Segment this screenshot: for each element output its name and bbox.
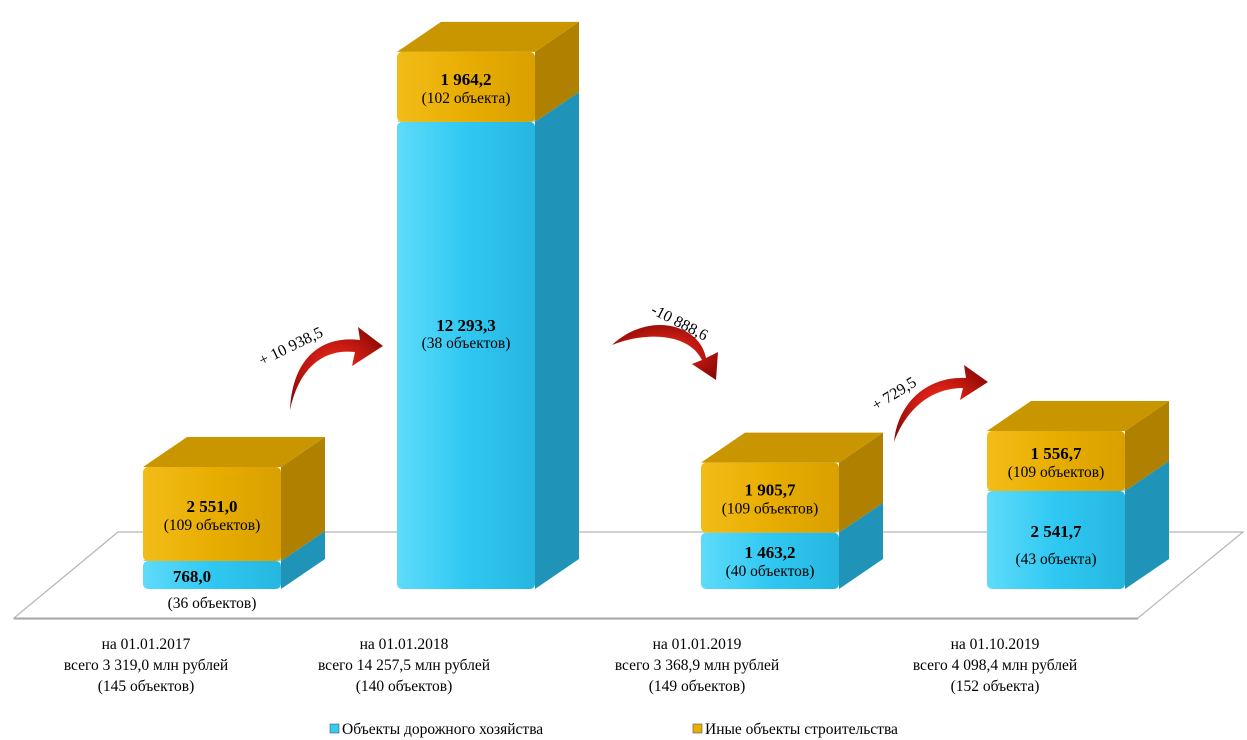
category-total-1: всего 14 257,5 млн рублей	[318, 657, 490, 674]
bar-blue-1	[397, 91, 579, 589]
bar-blue-3-front	[987, 491, 1125, 589]
change-arrow-0	[290, 327, 383, 410]
blue-count-label-0: (36 объектов)	[168, 595, 257, 612]
bar-blue-2-front	[701, 532, 839, 589]
bar-gold-1-front	[397, 51, 535, 122]
bar-gold-0-side	[281, 437, 325, 561]
gold-count-label-2: (109 объектов)	[722, 501, 819, 518]
bar-blue-0-front	[143, 561, 281, 589]
blue-count-label-1: (38 объектов)	[422, 335, 511, 352]
category-count-0: (145 объектов)	[98, 678, 195, 695]
gold-count-label-1: (102 объекта)	[422, 90, 511, 107]
legend-label-0: Объекты дорожного хозяйства	[342, 721, 543, 738]
bar-gold-2-front	[701, 462, 839, 533]
gold-value-label-3: 1 556,7	[1031, 444, 1083, 463]
blue-count-label-2: (40 объектов)	[726, 563, 815, 580]
bar-gold-0-top	[143, 437, 325, 467]
category-date-0: на 01.01.2017	[102, 636, 191, 653]
bar-gold-1-top	[397, 21, 579, 52]
bar-gold-0-front	[143, 467, 281, 561]
legend-label-1: Иные объекты строительства	[705, 721, 898, 738]
bar-gold-1	[397, 21, 579, 122]
gold-count-label-0: (109 объектов)	[164, 517, 261, 534]
bar-gold-3-top	[987, 401, 1169, 431]
bar-blue-0-side	[281, 531, 325, 589]
change-arrow-2	[894, 365, 988, 442]
bar-blue-1-side	[535, 91, 579, 589]
blue-count-label-3: (43 объекта)	[1015, 551, 1096, 568]
category-total-3: всего 4 098,4 млн рублей	[913, 657, 1077, 674]
gold-value-label-1: 1 964,2	[441, 70, 492, 89]
bar-gold-2-top	[701, 432, 883, 463]
change-arrow-1	[612, 324, 718, 380]
blue-value-label-3: 2 541,7	[1031, 522, 1083, 541]
category-count-1: (140 объектов)	[356, 678, 453, 695]
gold-value-label-2: 1 905,7	[745, 481, 797, 500]
legend-swatch-1	[692, 723, 703, 734]
bar-gold-1-side	[535, 21, 579, 122]
legend-swatch-0	[329, 723, 340, 734]
gold-count-label-3: (109 объектов)	[1008, 464, 1105, 481]
category-date-1: на 01.01.2018	[360, 636, 449, 653]
category-total-0: всего 3 319,0 млн рублей	[64, 657, 228, 674]
category-total-2: всего 3 368,9 млн рублей	[615, 657, 779, 674]
bar-blue-1-front	[397, 121, 535, 589]
category-count-3: (152 объекта)	[951, 678, 1040, 695]
bar-gold-0	[143, 437, 325, 561]
bar-blue-3-side	[1125, 461, 1169, 589]
gold-value-label-0: 2 551,0	[187, 497, 238, 516]
blue-value-label-0: 768,0	[173, 567, 211, 586]
bar-gold-2	[701, 432, 883, 533]
category-count-2: (149 объектов)	[649, 678, 746, 695]
blue-value-label-1: 12 293,3	[436, 316, 496, 335]
category-date-3: на 01.10.2019	[951, 636, 1040, 653]
bar-gold-3-front	[987, 431, 1125, 491]
bar-gold-3	[987, 401, 1169, 491]
blue-value-label-2: 1 463,2	[745, 543, 796, 562]
bar-blue-2-side	[839, 502, 883, 589]
category-date-2: на 01.01.2019	[653, 636, 742, 653]
bar-gold-2-side	[839, 432, 883, 533]
change-label-0: + 10 938,5	[256, 324, 325, 370]
